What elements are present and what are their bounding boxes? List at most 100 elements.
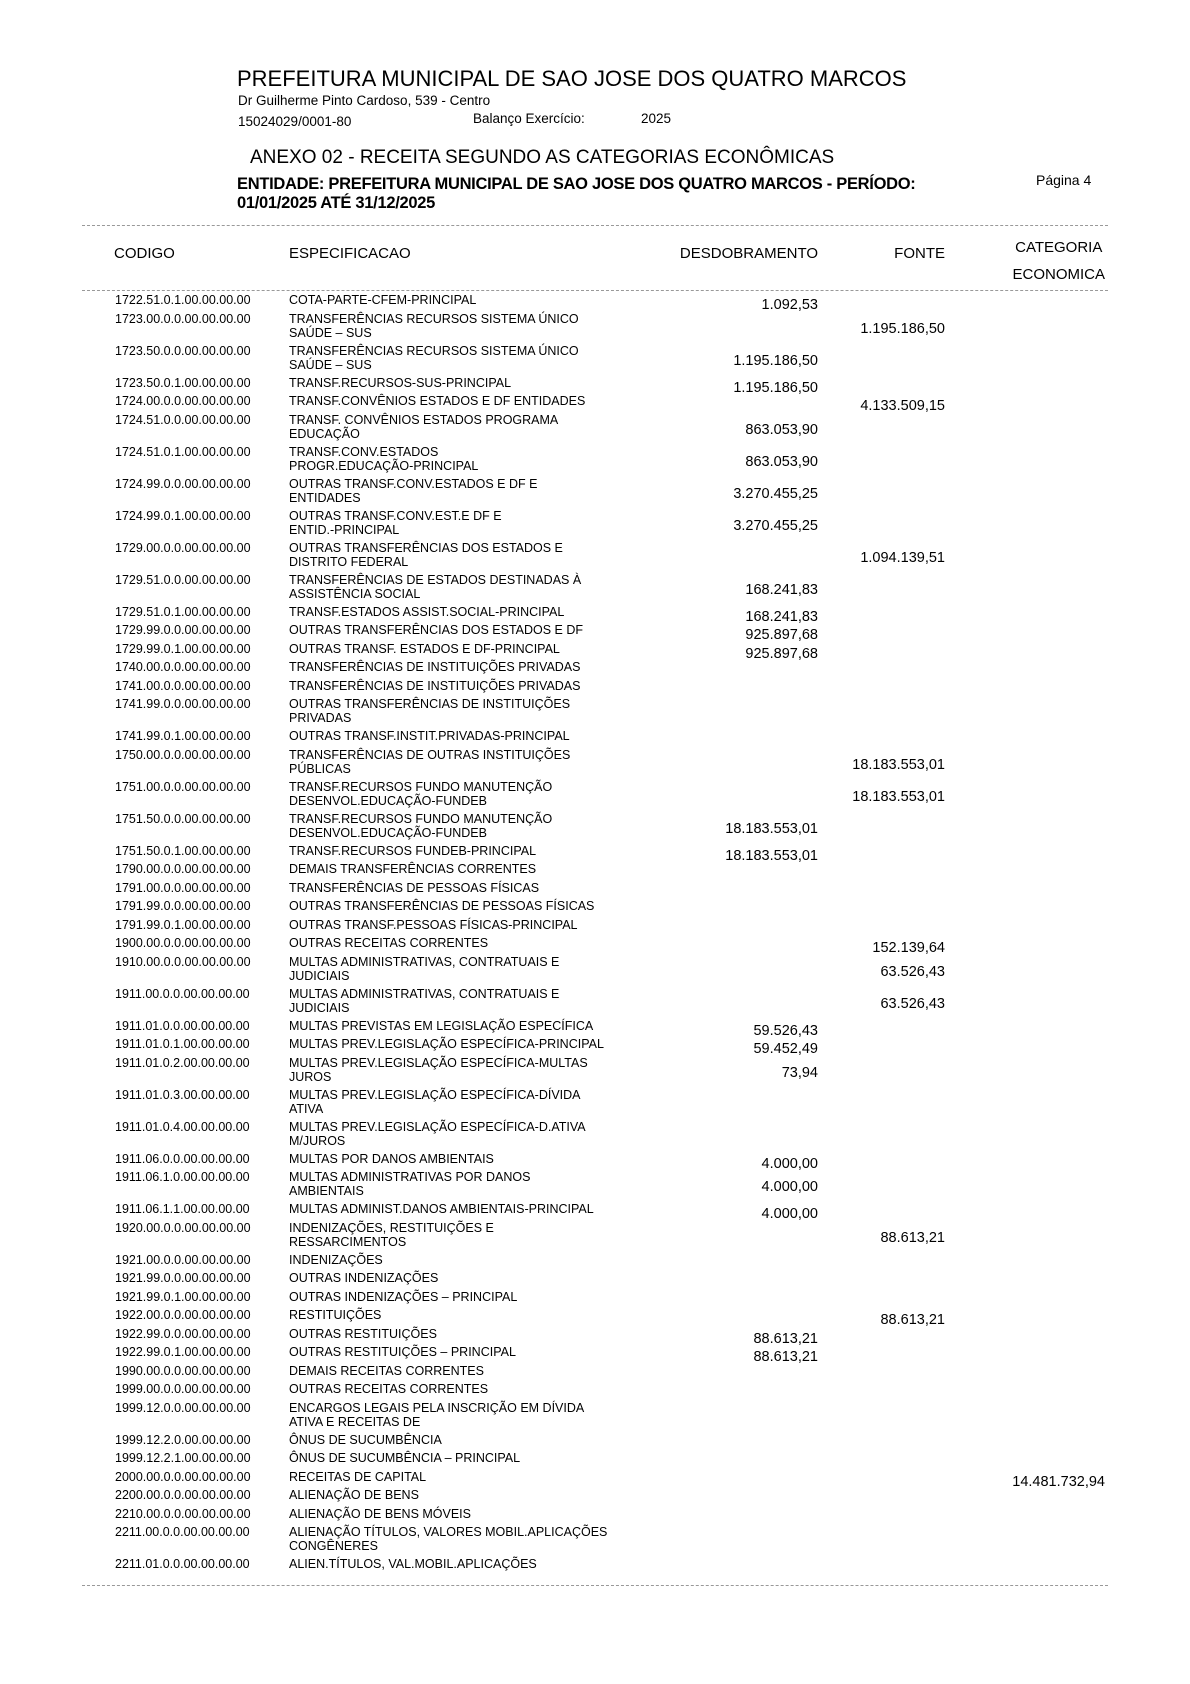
row-code: 1922.00.0.0.00.00.00.00 — [115, 1308, 251, 1322]
table-row: 1729.51.0.1.00.00.00.00 TRANSF.ESTADOS AS… — [0, 605, 1190, 625]
entity-line: ENTIDADE: PREFEITURA MUNICIPAL DE SAO JO… — [237, 175, 916, 193]
row-desdobramento: 168.241,83 — [745, 581, 818, 598]
row-fonte: 88.613,21 — [880, 1229, 945, 1246]
column-header-especificacao: ESPECIFICACAO — [289, 245, 411, 262]
table-row: 2211.01.0.0.00.00.00.00 ALIEN.TÍTULOS, VA… — [0, 1557, 1190, 1576]
row-code: 1750.00.0.0.00.00.00.00 — [115, 747, 251, 762]
row-code: 1724.00.0.0.00.00.00.00 — [115, 394, 251, 408]
table-row: 1910.00.0.0.00.00.00.00 MULTAS ADMINISTRA… — [0, 955, 1190, 987]
table-row: 1751.50.0.1.00.00.00.00 TRANSF.RECURSOS F… — [0, 843, 1190, 864]
table-row: 1751.50.0.0.00.00.00.00 TRANSF.RECURSOS F… — [0, 812, 1190, 844]
row-desdobramento: 863.053,90 — [745, 421, 818, 438]
row-specification: TRANSFERÊNCIAS RECURSOS SISTEMA ÚNICO SA… — [289, 311, 579, 340]
row-specification: TRANSFERÊNCIAS DE PESSOAS FÍSICAS — [289, 880, 540, 895]
row-code: 1723.50.0.0.00.00.00.00 — [115, 343, 251, 358]
row-specification: MULTAS ADMINISTRATIVAS, CONTRATUAIS E JU… — [289, 986, 560, 1015]
row-specification: DEMAIS TRANSFERÊNCIAS CORRENTES — [289, 862, 537, 876]
row-specification: ÔNUS DE SUCUMBÊNCIA — [289, 1432, 442, 1447]
table-row: 1911.00.0.0.00.00.00.00 MULTAS ADMINISTRA… — [0, 987, 1190, 1019]
row-specification: INDENIZAÇÕES — [289, 1252, 383, 1267]
table-row: 1729.99.0.1.00.00.00.00 OUTRAS TRANSF. ES… — [0, 642, 1190, 662]
table-row: 2200.00.0.0.00.00.00.00 ALIENAÇÃO DE BENS — [0, 1488, 1190, 1507]
column-header-desdobramento: DESDOBRAMENTO — [679, 245, 818, 262]
row-specification: OUTRAS RESTITUIÇÕES — [289, 1326, 437, 1341]
divider — [82, 1585, 1108, 1586]
row-code: 2210.00.0.0.00.00.00.00 — [115, 1506, 251, 1521]
row-code: 1751.50.0.0.00.00.00.00 — [115, 811, 251, 826]
row-desdobramento: 18.183.553,01 — [725, 847, 818, 864]
row-desdobramento: 168.241,83 — [745, 608, 818, 625]
row-code: 1911.01.0.4.00.00.00.00 — [115, 1119, 250, 1134]
row-specification: OUTRAS TRANSF.INSTIT.PRIVADAS-PRINCIPAL — [289, 729, 570, 743]
table-row: 1723.50.0.0.00.00.00.00 TRANSFERÊNCIAS RE… — [0, 344, 1190, 376]
row-code: 1999.12.2.0.00.00.00.00 — [115, 1432, 251, 1447]
table-row: 1920.00.0.0.00.00.00.00 INDENIZAÇÕES, RES… — [0, 1221, 1190, 1253]
row-desdobramento: 73,94 — [781, 1064, 818, 1081]
row-code: 1999.00.0.0.00.00.00.00 — [115, 1382, 251, 1396]
row-specification: MULTAS PREV.LEGISLAÇÃO ESPECÍFICA-MULTAS… — [289, 1055, 588, 1084]
row-code: 1911.01.0.0.00.00.00.00 — [115, 1018, 250, 1033]
address: Dr Guilherme Pinto Cardoso, 539 - Centro — [238, 93, 491, 108]
row-desdobramento: 59.526,43 — [753, 1022, 818, 1039]
table-row: 1990.00.0.0.00.00.00.00 DEMAIS RECEITAS C… — [0, 1364, 1190, 1383]
table-row: 1724.00.0.0.00.00.00.00 TRANSF.CONVÊNIOS … — [0, 394, 1190, 414]
row-specification: OUTRAS TRANSF.CONV.ESTADOS E DF E ENTIDA… — [289, 476, 538, 505]
row-code: 1911.06.1.1.00.00.00.00 — [115, 1202, 250, 1216]
table-row: 1729.51.0.0.00.00.00.00 TRANSFERÊNCIAS DE… — [0, 573, 1190, 605]
table-row: 1740.00.0.0.00.00.00.00 TRANSFERÊNCIAS DE… — [0, 660, 1190, 679]
table-row: 1741.99.0.1.00.00.00.00 OUTRAS TRANSF.INS… — [0, 729, 1190, 748]
table-row: 2211.00.0.0.00.00.00.00 ALIENAÇÃO TÍTULOS… — [0, 1525, 1190, 1557]
row-code: 1724.99.0.0.00.00.00.00 — [115, 476, 251, 491]
row-code: 1741.99.0.1.00.00.00.00 — [115, 729, 251, 743]
row-code: 1911.06.1.0.00.00.00.00 — [115, 1170, 250, 1184]
row-specification: MULTAS ADMINISTRATIVAS, CONTRATUAIS E JU… — [289, 954, 560, 983]
table-row: 1922.00.0.0.00.00.00.00 RESTITUIÇÕES 88.61… — [0, 1308, 1190, 1328]
row-code: 1791.00.0.0.00.00.00.00 — [115, 880, 251, 895]
table-row: 1900.00.0.0.00.00.00.00 OUTRAS RECEITAS C… — [0, 936, 1190, 956]
row-specification: TRANSFERÊNCIAS DE ESTADOS DESTINADAS À A… — [289, 572, 582, 601]
row-code: 1724.51.0.1.00.00.00.00 — [115, 444, 251, 459]
municipality-title: PREFEITURA MUNICIPAL DE SAO JOSE DOS QUA… — [237, 66, 907, 91]
balanco-label: Balanço Exercício: — [473, 111, 585, 126]
row-code: 1791.99.0.1.00.00.00.00 — [115, 917, 251, 932]
column-header-categoria: CATEGORIA ECONOMICA — [1012, 239, 1105, 283]
row-code: 1741.00.0.0.00.00.00.00 — [115, 678, 251, 693]
row-specification: MULTAS ADMINIST.DANOS AMBIENTAIS-PRINCIP… — [289, 1202, 594, 1216]
table-row: 1751.00.0.0.00.00.00.00 TRANSF.RECURSOS F… — [0, 780, 1190, 812]
row-specification: MULTAS PREVISTAS EM LEGISLAÇÃO ESPECÍFIC… — [289, 1018, 594, 1033]
row-specification: MULTAS PREV.LEGISLAÇÃO ESPECÍFICA-DÍVIDA… — [289, 1087, 581, 1116]
row-fonte: 1.195.186,50 — [860, 320, 945, 337]
table-row: 1724.51.0.0.00.00.00.00 TRANSF. CONVÊNIOS… — [0, 413, 1190, 445]
row-specification: TRANSF.CONVÊNIOS ESTADOS E DF ENTIDADES — [289, 394, 586, 408]
table-row: 1750.00.0.0.00.00.00.00 TRANSFERÊNCIAS DE… — [0, 748, 1190, 780]
table-row: 1741.99.0.0.00.00.00.00 OUTRAS TRANSFERÊN… — [0, 697, 1190, 729]
row-specification: TRANSFERÊNCIAS RECURSOS SISTEMA ÚNICO SA… — [289, 343, 579, 372]
table-row: 1791.99.0.0.00.00.00.00 OUTRAS TRANSFERÊN… — [0, 899, 1190, 918]
period-line: 01/01/2025 ATÉ 31/12/2025 — [237, 194, 435, 212]
table-row: 1911.01.0.1.00.00.00.00 MULTAS PREV.LEGIS… — [0, 1037, 1190, 1057]
row-specification: MULTAS PREV.LEGISLAÇÃO ESPECÍFICA-PRINCI… — [289, 1037, 604, 1051]
row-specification: OUTRAS RESTITUIÇÕES – PRINCIPAL — [289, 1345, 516, 1359]
row-code: 1911.06.0.0.00.00.00.00 — [115, 1151, 250, 1166]
row-desdobramento: 863.053,90 — [745, 453, 818, 470]
row-code: 1921.99.0.1.00.00.00.00 — [115, 1289, 251, 1304]
table-row: 1729.99.0.0.00.00.00.00 OUTRAS TRANSFERÊN… — [0, 623, 1190, 643]
row-specification: DEMAIS RECEITAS CORRENTES — [289, 1363, 484, 1378]
row-desdobramento: 59.452,49 — [753, 1041, 818, 1057]
table-row: 1911.06.1.1.00.00.00.00 MULTAS ADMINIST.D… — [0, 1202, 1190, 1222]
row-specification: TRANSFERÊNCIAS DE OUTRAS INSTITUIÇÕES PÚ… — [289, 747, 571, 776]
row-specification: TRANSF.RECURSOS FUNDEB-PRINCIPAL — [289, 843, 537, 858]
row-code: 1922.99.0.0.00.00.00.00 — [115, 1326, 251, 1341]
row-specification: OUTRAS TRANSF.PESSOAS FÍSICAS-PRINCIPAL — [289, 917, 578, 932]
table-row: 1911.06.1.0.00.00.00.00 MULTAS ADMINISTRA… — [0, 1170, 1190, 1202]
row-specification: TRANSF.RECURSOS FUNDO MANUTENÇÃO DESENVO… — [289, 811, 553, 840]
table-row: 1999.00.0.0.00.00.00.00 OUTRAS RECEITAS C… — [0, 1382, 1190, 1401]
row-desdobramento: 3.270.455,25 — [733, 517, 818, 534]
row-categoria: 14.481.732,94 — [1012, 1473, 1105, 1490]
annex-title: ANEXO 02 - RECEITA SEGUNDO AS CATEGORIAS… — [250, 147, 835, 168]
row-code: 1751.00.0.0.00.00.00.00 — [115, 779, 251, 794]
row-code: 1990.00.0.0.00.00.00.00 — [115, 1363, 251, 1378]
row-specification: OUTRAS RECEITAS CORRENTES — [289, 936, 489, 950]
table-row: 1999.12.2.0.00.00.00.00 ÔNUS DE SUCUMBÊNC… — [0, 1433, 1190, 1452]
row-specification: OUTRAS TRANSFERÊNCIAS DE INSTITUIÇÕES PR… — [289, 697, 571, 725]
